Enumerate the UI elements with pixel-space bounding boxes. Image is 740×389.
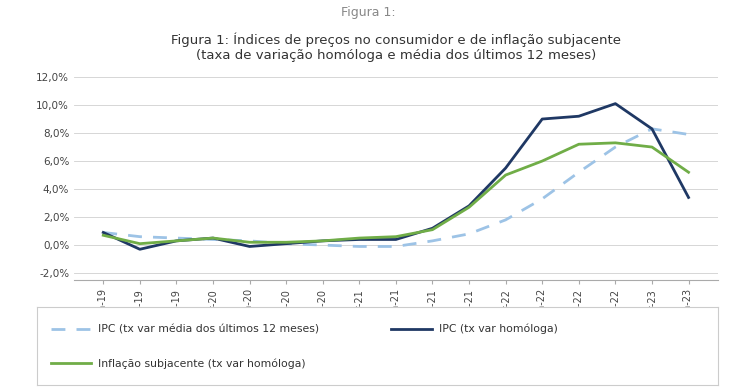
IPC (tx var média dos últimos 12 meses) xyxy=(428,238,437,243)
IPC (tx var homóloga) xyxy=(135,247,144,252)
IPC (tx var homóloga) xyxy=(99,230,108,235)
IPC (tx var média dos últimos 12 meses) xyxy=(574,170,583,175)
IPC (tx var homóloga) xyxy=(501,166,510,170)
Inflação subjacente (tx var homóloga) xyxy=(282,240,291,245)
Text: Inflação subjacente (tx var homóloga): Inflação subjacente (tx var homóloga) xyxy=(98,358,306,368)
Line: Inflação subjacente (tx var homóloga): Inflação subjacente (tx var homóloga) xyxy=(104,143,688,244)
Inflação subjacente (tx var homóloga) xyxy=(318,238,327,243)
Text: Figura 1:: Figura 1: xyxy=(340,6,400,19)
IPC (tx var homóloga) xyxy=(355,237,364,242)
Inflação subjacente (tx var homóloga) xyxy=(465,205,474,210)
IPC (tx var homóloga) xyxy=(538,117,547,121)
Inflação subjacente (tx var homóloga) xyxy=(245,240,254,245)
IPC (tx var média dos últimos 12 meses) xyxy=(538,196,547,201)
Line: IPC (tx var média dos últimos 12 meses): IPC (tx var média dos últimos 12 meses) xyxy=(104,129,688,247)
IPC (tx var média dos últimos 12 meses) xyxy=(465,231,474,236)
IPC (tx var média dos últimos 12 meses) xyxy=(282,241,291,246)
IPC (tx var homóloga) xyxy=(318,238,327,243)
IPC (tx var homóloga) xyxy=(282,241,291,246)
Inflação subjacente (tx var homóloga) xyxy=(611,140,620,145)
Inflação subjacente (tx var homóloga) xyxy=(501,173,510,177)
Inflação subjacente (tx var homóloga) xyxy=(648,145,656,149)
Inflação subjacente (tx var homóloga) xyxy=(684,170,693,175)
Inflação subjacente (tx var homóloga) xyxy=(355,236,364,240)
IPC (tx var média dos últimos 12 meses) xyxy=(245,238,254,243)
Inflação subjacente (tx var homóloga) xyxy=(209,236,218,240)
Line: IPC (tx var homóloga): IPC (tx var homóloga) xyxy=(104,103,688,249)
IPC (tx var média dos últimos 12 meses) xyxy=(135,234,144,239)
IPC (tx var homóloga) xyxy=(684,195,693,200)
Inflação subjacente (tx var homóloga) xyxy=(99,233,108,238)
IPC (tx var homóloga) xyxy=(465,203,474,208)
IPC (tx var homóloga) xyxy=(172,238,181,243)
IPC (tx var homóloga) xyxy=(648,126,656,131)
IPC (tx var média dos últimos 12 meses) xyxy=(209,237,218,242)
IPC (tx var média dos últimos 12 meses) xyxy=(318,243,327,247)
IPC (tx var homóloga) xyxy=(209,236,218,240)
IPC (tx var homóloga) xyxy=(574,114,583,119)
IPC (tx var média dos últimos 12 meses) xyxy=(355,244,364,249)
IPC (tx var homóloga) xyxy=(391,237,400,242)
Inflação subjacente (tx var homóloga) xyxy=(391,234,400,239)
Title: Figura 1: Índices de preços no consumidor e de inflação subjacente
(taxa de vari: Figura 1: Índices de preços no consumido… xyxy=(171,32,621,62)
IPC (tx var homóloga) xyxy=(611,101,620,106)
Inflação subjacente (tx var homóloga) xyxy=(172,238,181,243)
IPC (tx var homóloga) xyxy=(428,226,437,231)
Inflação subjacente (tx var homóloga) xyxy=(428,227,437,232)
IPC (tx var média dos últimos 12 meses) xyxy=(684,132,693,137)
IPC (tx var média dos últimos 12 meses) xyxy=(648,126,656,131)
IPC (tx var homóloga) xyxy=(245,244,254,249)
IPC (tx var média dos últimos 12 meses) xyxy=(391,244,400,249)
IPC (tx var média dos últimos 12 meses) xyxy=(99,230,108,235)
Inflação subjacente (tx var homóloga) xyxy=(574,142,583,147)
Inflação subjacente (tx var homóloga) xyxy=(538,159,547,163)
Text: IPC (tx var média dos últimos 12 meses): IPC (tx var média dos últimos 12 meses) xyxy=(98,324,320,334)
Text: IPC (tx var homóloga): IPC (tx var homóloga) xyxy=(439,324,557,334)
Inflação subjacente (tx var homóloga) xyxy=(135,241,144,246)
IPC (tx var média dos últimos 12 meses) xyxy=(501,217,510,222)
IPC (tx var média dos últimos 12 meses) xyxy=(172,236,181,240)
IPC (tx var média dos últimos 12 meses) xyxy=(611,145,620,149)
